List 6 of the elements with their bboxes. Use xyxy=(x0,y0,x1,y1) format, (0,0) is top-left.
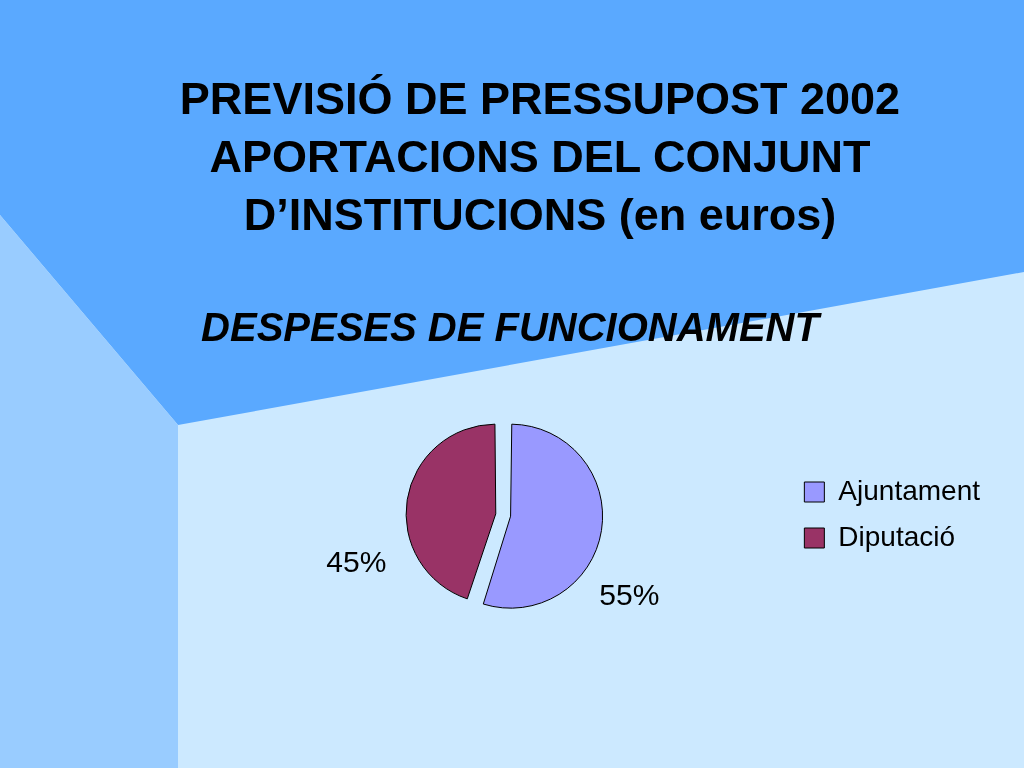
legend-label: Ajuntament xyxy=(838,474,981,506)
chart-subtitle: DESPESES DE FUNCIONAMENT xyxy=(200,305,823,350)
legend-label: Diputació xyxy=(838,520,956,552)
chart-title: PREVISIÓ DE PRESSUPOST 2002 APORTACIONS DEL CONJUNT D’INSTITUCIONS (en euros) xyxy=(178,72,902,242)
data-label: 45% xyxy=(326,544,387,578)
data-label: 55% xyxy=(599,578,660,612)
